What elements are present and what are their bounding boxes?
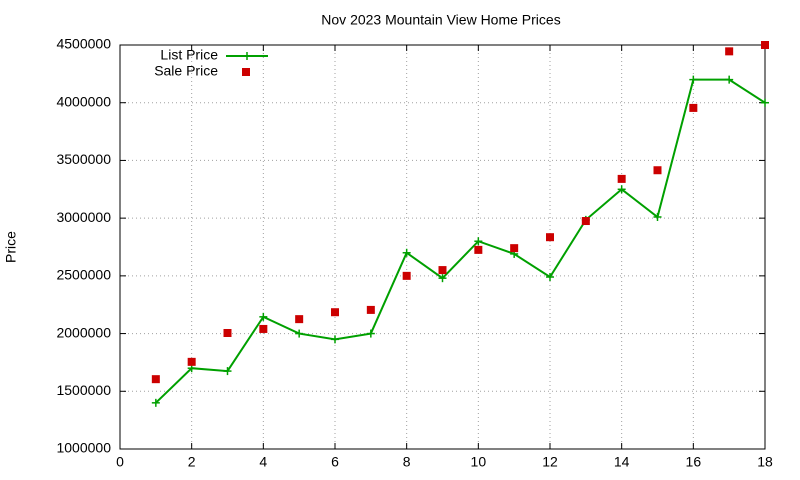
x-tick-label: 16: [686, 454, 702, 470]
y-tick-label: 1000000: [56, 440, 111, 456]
point-marker: [187, 357, 196, 366]
point-marker: [474, 245, 483, 254]
point-marker: [331, 308, 339, 317]
y-tick-label: 1500000: [56, 382, 111, 398]
point-marker: [438, 266, 447, 275]
y-tick-label: 2500000: [56, 267, 111, 283]
x-tick-label: 4: [259, 454, 267, 470]
y-tick-label: 4000000: [56, 93, 111, 109]
x-tick-label: 18: [757, 454, 773, 470]
x-tick-label: 2: [188, 454, 196, 470]
legend-label: Sale Price: [154, 63, 218, 79]
point-marker: [689, 103, 698, 112]
point-marker: [725, 47, 734, 56]
legend-marker: [242, 68, 250, 76]
point-marker: [366, 305, 375, 314]
x-tick-label: 12: [542, 454, 558, 470]
series-line: [155, 78, 766, 404]
point-marker: [295, 315, 304, 324]
y-axis-label: Price: [3, 231, 19, 263]
chart-title: Nov 2023 Mountain View Home Prices: [321, 12, 560, 28]
y-tick-label: 4500000: [56, 36, 111, 52]
point-marker: [151, 375, 160, 384]
plot-frame: [119, 44, 766, 450]
y-tick-label: 3500000: [56, 151, 111, 167]
x-tick-label: 6: [331, 454, 339, 470]
point-marker: [402, 271, 411, 280]
legend-label: List Price: [160, 47, 218, 63]
x-tick-label: 14: [614, 454, 630, 470]
point-marker: [259, 324, 268, 333]
point-marker: [761, 41, 769, 49]
x-tick-label: 10: [471, 454, 487, 470]
point-marker: [223, 328, 232, 337]
x-tick-label: 0: [116, 454, 124, 470]
point-marker: [653, 166, 662, 175]
y-tick-label: 3000000: [56, 209, 111, 225]
point-marker: [617, 174, 626, 183]
point-marker: [581, 217, 590, 226]
point-marker: [546, 233, 554, 242]
y-tick-label: 2000000: [56, 324, 111, 340]
point-marker: [510, 244, 519, 253]
x-tick-label: 8: [403, 454, 411, 470]
